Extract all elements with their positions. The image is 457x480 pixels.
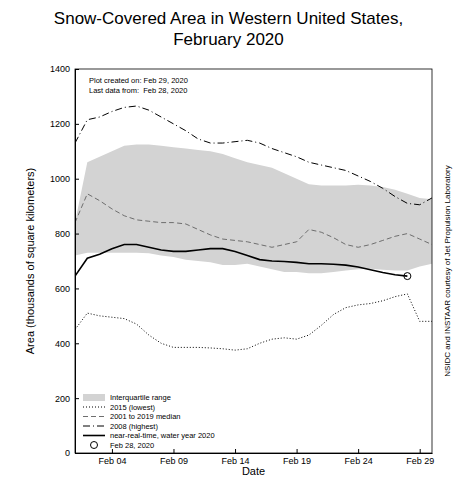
x-tick-mark [235, 449, 236, 453]
interquartile-area [75, 144, 432, 273]
chart: Snow-Covered Area in Western United Stat… [0, 0, 457, 480]
y-tick-label: 800 [55, 229, 70, 239]
legend-swatch [83, 416, 105, 417]
y-tick: 400 [55, 339, 79, 349]
y-tick-label: 400 [55, 339, 70, 349]
y-tick: 0 [65, 448, 79, 458]
y-tick: 1400 [50, 64, 79, 74]
x-tick-label: Feb 24 [345, 456, 373, 466]
x-axis: Feb 04 Feb 09 Feb 14 Feb 19 Feb 24 Feb 29 [76, 449, 435, 466]
x-tick-label: Feb 29 [406, 456, 434, 466]
y-tick-mark [75, 343, 79, 344]
y-tick: 800 [55, 229, 79, 239]
x-tick-label: Feb 04 [98, 456, 126, 466]
legend-swatch [83, 426, 105, 427]
legend-label: 2015 (lowest) [110, 403, 156, 412]
y-tick: 1000 [50, 174, 79, 184]
y-tick-label: 600 [55, 284, 70, 294]
y-tick-mark [75, 453, 79, 454]
y-tick-label: 200 [55, 394, 70, 404]
y-tick-label: 1000 [50, 174, 70, 184]
y-tick: 1200 [50, 119, 79, 129]
y-tick-mark [75, 179, 79, 180]
y-axis-line [75, 70, 76, 454]
y-tick-mark [75, 234, 79, 235]
legend-label: near-real-time, water year 2020 [110, 431, 215, 440]
x-tick-mark [297, 449, 298, 453]
title: Snow-Covered Area in Western United Stat… [54, 9, 403, 28]
y-axis: 0 200 400 600 800 1000 1200 1400 [50, 64, 79, 458]
annotation: Plot created on: Feb 29, 2020 [89, 76, 188, 85]
y-tick-mark [75, 398, 79, 399]
series-line [75, 106, 432, 205]
legend-swatch [91, 442, 98, 449]
x-tick: Feb 04 [98, 449, 126, 466]
title: February 2020 [173, 30, 284, 49]
x-tick: Feb 29 [406, 449, 434, 466]
legend-label: Feb 28, 2020 [110, 441, 154, 450]
legend-label: 2008 (highest) [110, 422, 158, 431]
y-tick-mark [75, 69, 79, 70]
y-tick: 600 [55, 284, 79, 294]
x-tick-label: Feb 09 [160, 456, 188, 466]
source: NSIDC and INSTAAR courtesy of Jet Propul… [443, 165, 452, 377]
y-axis-title: Area (thousands of square kilometers) [24, 168, 36, 354]
plot-area [75, 69, 432, 453]
x-tick-mark [358, 449, 359, 453]
legend-label: 2001 to 2019 median [110, 412, 180, 421]
y-tick-mark [75, 288, 79, 289]
x-tick-mark [173, 449, 174, 453]
legend-label: Interquartile range [110, 393, 171, 402]
x-tick: Feb 09 [160, 449, 188, 466]
y-tick: 200 [55, 394, 79, 404]
y-tick-label: 0 [65, 448, 70, 458]
series-marker [404, 273, 411, 280]
marks [75, 106, 432, 350]
x-tick-mark [420, 449, 421, 453]
x-tick: Feb 14 [222, 449, 250, 466]
series-line [75, 194, 432, 247]
x-tick-label: Feb 19 [283, 456, 311, 466]
y-tick-mark [75, 124, 79, 125]
y-tick-label: 1200 [50, 119, 70, 129]
series-line [75, 245, 407, 277]
annotation: Last data from: Feb 28, 2020 [89, 86, 187, 95]
plot-frame [75, 69, 432, 453]
legend-swatch [83, 394, 105, 401]
y-tick-label: 1400 [50, 64, 70, 74]
series-line [75, 294, 432, 350]
x-tick: Feb 24 [345, 449, 373, 466]
x-axis-line [76, 453, 433, 454]
x-axis-title: Date [242, 465, 265, 477]
legend-swatch [83, 435, 105, 437]
legend: Interquartile range2015 (lowest)2001 to … [83, 393, 215, 450]
legend-swatch [83, 407, 105, 408]
x-tick: Feb 19 [283, 449, 311, 466]
